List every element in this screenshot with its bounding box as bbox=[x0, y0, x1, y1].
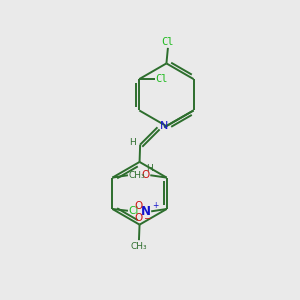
Text: Cl: Cl bbox=[156, 74, 168, 84]
Text: CH₃: CH₃ bbox=[129, 171, 146, 180]
Text: N: N bbox=[141, 205, 151, 218]
Text: O: O bbox=[134, 213, 143, 223]
Text: N: N bbox=[160, 121, 168, 131]
Text: O: O bbox=[141, 170, 149, 180]
Text: O: O bbox=[134, 201, 143, 211]
Text: +: + bbox=[152, 202, 159, 211]
Text: −: − bbox=[143, 213, 150, 222]
Text: H: H bbox=[129, 138, 136, 147]
Text: Cl: Cl bbox=[162, 37, 174, 47]
Text: Cl: Cl bbox=[129, 206, 139, 216]
Text: H: H bbox=[146, 164, 153, 173]
Text: CH₃: CH₃ bbox=[130, 242, 147, 251]
